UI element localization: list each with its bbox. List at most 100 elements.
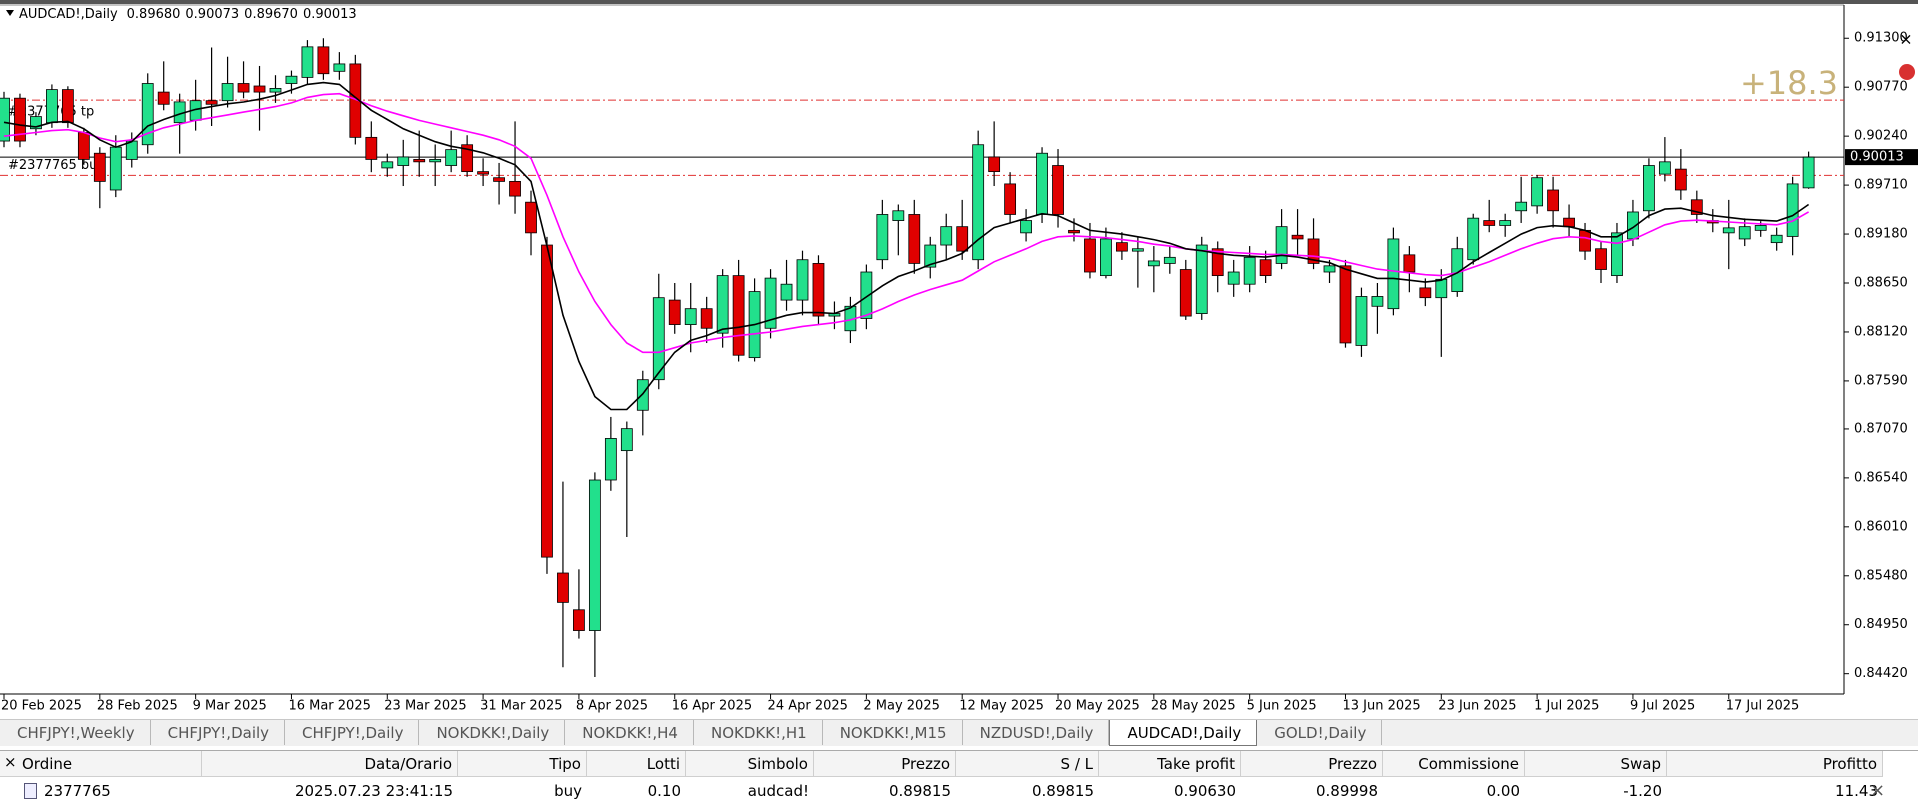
y-tick-label: 0.90240: [1854, 129, 1908, 144]
candle-body: [796, 259, 809, 301]
y-tick-label: 0.84420: [1854, 666, 1908, 681]
column-header[interactable]: Profitto: [1667, 751, 1883, 777]
candle-body: [1690, 199, 1703, 215]
x-tick-label: 23 Mar 2025: [384, 699, 466, 714]
candle-body: [1084, 238, 1096, 273]
ma-slow-line: [3, 92, 1809, 354]
candle-body: [109, 146, 122, 191]
candle-body: [1052, 165, 1064, 215]
candle-body: [77, 132, 90, 160]
table-cell: buy: [554, 782, 582, 800]
chart-tab[interactable]: NOKDKK!,Daily: [419, 720, 566, 745]
candle-body: [1307, 238, 1320, 264]
candle-body: [1563, 217, 1575, 228]
candle-body: [652, 297, 665, 381]
candle-body: [940, 226, 953, 246]
candle-body: [14, 97, 26, 142]
trade-table: Ordine Data/Orario Tipo Lotti Simbolo Prezzo S…: [0, 750, 1918, 806]
chart-tab[interactable]: GOLD!,Daily: [1257, 720, 1383, 745]
candle-body: [445, 149, 458, 166]
close-button[interactable]: ×: [1899, 30, 1912, 49]
column-header[interactable]: Prezzo: [814, 751, 956, 777]
candle-body: [0, 97, 10, 142]
chart-tab[interactable]: AUDCAD!,Daily: [1109, 720, 1258, 746]
chart-tab[interactable]: CHFJPY!,Daily: [151, 720, 286, 745]
y-tick-label: 0.88120: [1854, 324, 1908, 339]
x-tick-label: 1 Jul 2025: [1534, 699, 1599, 714]
column-header[interactable]: Ordine: [0, 751, 202, 777]
table-cell: 0.00: [1486, 782, 1520, 800]
table-cell: audcad!: [747, 782, 809, 800]
candle-body: [620, 428, 633, 452]
y-tick-label: 0.89710: [1854, 178, 1908, 193]
column-header[interactable]: Data/Orario: [202, 751, 458, 777]
chart-tab[interactable]: CHFJPY!,Weekly: [0, 720, 151, 745]
candle-body: [365, 136, 378, 160]
x-tick-label: 23 Jun 2025: [1438, 699, 1516, 714]
column-header[interactable]: Simbolo: [686, 751, 814, 777]
candle-body: [93, 152, 106, 182]
column-header[interactable]: Tipo: [458, 751, 587, 777]
candle-body: [477, 171, 490, 175]
chart-tab[interactable]: CHFJPY!,Daily: [285, 720, 420, 745]
column-header[interactable]: Commissione: [1383, 751, 1525, 777]
alert-badge[interactable]: [1899, 64, 1915, 80]
panel-close[interactable]: ×: [4, 753, 17, 771]
symbol: AUDCAD!,Daily: [19, 7, 118, 22]
table-cell: 0.89998: [1315, 782, 1378, 800]
candle-body: [1291, 234, 1304, 240]
candle-body: [988, 156, 1001, 173]
y-tick-label: 0.89180: [1854, 227, 1908, 242]
candle-body: [1147, 260, 1160, 267]
profit-annotation: +18.3: [1740, 64, 1838, 102]
candle-body: [732, 275, 745, 356]
candle-body: [1770, 234, 1783, 244]
candle-body: [892, 210, 905, 221]
close-order-button[interactable]: ×: [1870, 780, 1886, 801]
chart-tab[interactable]: NOKDKK!,H1: [694, 720, 823, 745]
candle-body: [716, 275, 729, 334]
candle-body: [1435, 278, 1448, 299]
candle-body: [860, 271, 873, 319]
candle-body: [509, 181, 521, 197]
y-tick-label: 0.84950: [1854, 617, 1908, 632]
column-header[interactable]: Prezzo: [1241, 751, 1383, 777]
table-cell: 0.89815: [1031, 782, 1094, 800]
candle-body: [876, 214, 889, 261]
column-header[interactable]: Swap: [1525, 751, 1667, 777]
ma-fast-line: [3, 81, 1810, 411]
candle-body: [1611, 232, 1623, 277]
y-tick-label: 0.87070: [1854, 421, 1908, 436]
chart-header: AUDCAD!,Daily 0.89680 0.90073 0.89670 0.9001…: [19, 7, 357, 22]
candle-body: [1100, 238, 1112, 277]
x-tick-label: 28 May 2025: [1151, 699, 1236, 714]
candle-body: [604, 438, 617, 481]
menu-triangle[interactable]: [6, 10, 14, 16]
candle-body: [780, 283, 793, 301]
x-tick-label: 12 May 2025: [959, 699, 1044, 714]
candle-body: [1643, 165, 1655, 212]
candle-body: [493, 177, 505, 182]
chart-tab[interactable]: NZDUSD!,Daily: [963, 720, 1110, 745]
y-tick-label: 0.88650: [1854, 276, 1908, 291]
chart-tab[interactable]: NOKDKK!,M15: [823, 720, 963, 745]
bid-price-label: 0.90013: [1850, 150, 1904, 165]
candle-body: [1419, 287, 1432, 299]
candle-body: [1131, 248, 1144, 252]
candle-body: [956, 226, 969, 252]
y-tick-label: 0.86540: [1854, 470, 1908, 485]
candle-body: [1579, 229, 1591, 252]
column-header[interactable]: Lotti: [587, 751, 686, 777]
candle-body: [1211, 248, 1224, 277]
column-header[interactable]: Take profit: [1099, 751, 1241, 777]
column-header[interactable]: S / L: [956, 751, 1099, 777]
top-bar: [0, 0, 1918, 4]
chart-tab[interactable]: NOKDKK!,H4: [565, 720, 694, 745]
candle-body: [1467, 217, 1480, 261]
candle-body: [668, 299, 681, 325]
table-cell: 0.10: [647, 782, 681, 800]
table-row: 2377765 2025.07.23 23:41:15 buy 0.10 audcad!…: [0, 778, 1918, 804]
candle-body: [636, 379, 649, 411]
x-tick-label: 20 Feb 2025: [1, 699, 82, 714]
candle-body: [253, 85, 266, 93]
